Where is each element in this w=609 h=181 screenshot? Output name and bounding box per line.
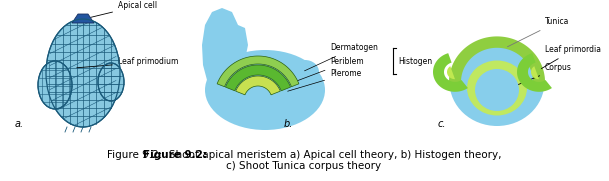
Polygon shape	[517, 53, 552, 92]
Text: Corpus: Corpus	[507, 64, 572, 89]
Polygon shape	[217, 56, 299, 87]
Text: Leaf primodium: Leaf primodium	[77, 58, 178, 68]
Text: c.: c.	[438, 119, 446, 129]
Text: Tunica: Tunica	[507, 18, 569, 47]
Text: Histogen: Histogen	[398, 56, 432, 66]
Text: Periblem: Periblem	[297, 58, 364, 81]
Polygon shape	[449, 36, 545, 82]
Text: Figure 9.2:: Figure 9.2:	[143, 150, 207, 160]
Ellipse shape	[475, 69, 519, 111]
Ellipse shape	[205, 50, 325, 130]
Text: Dermatogen: Dermatogen	[304, 43, 378, 71]
Polygon shape	[202, 8, 248, 84]
Ellipse shape	[46, 19, 120, 127]
Polygon shape	[225, 65, 290, 91]
Polygon shape	[72, 14, 94, 23]
Ellipse shape	[291, 60, 319, 84]
Text: Plerome: Plerome	[287, 70, 361, 91]
Ellipse shape	[467, 60, 527, 115]
Ellipse shape	[449, 38, 544, 126]
Polygon shape	[433, 53, 468, 92]
Polygon shape	[236, 76, 280, 95]
Ellipse shape	[38, 61, 72, 109]
Ellipse shape	[98, 63, 124, 101]
Text: a.: a.	[15, 119, 24, 129]
Text: Leaf primordia: Leaf primordia	[541, 45, 601, 69]
Text: Apical cell: Apical cell	[91, 1, 157, 17]
Text: Figure 9.2:  Shoot apical meristem a) Apical cell theory, b) Histogen theory,: Figure 9.2: Shoot apical meristem a) Api…	[107, 150, 501, 160]
Polygon shape	[531, 66, 539, 79]
Polygon shape	[447, 66, 455, 79]
Text: c) Shoot Tunica corpus theory: c) Shoot Tunica corpus theory	[227, 161, 382, 171]
Text: b.: b.	[284, 119, 294, 129]
